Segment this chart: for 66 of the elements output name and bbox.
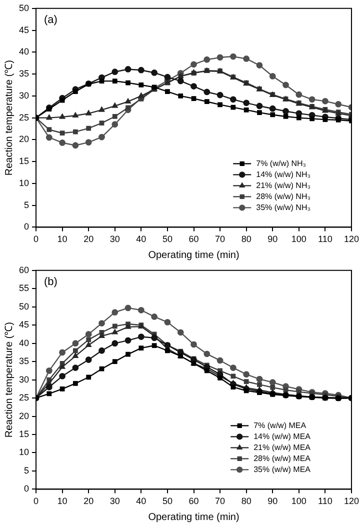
x-tick-label: 70 bbox=[215, 496, 226, 506]
y-tick-label: 15 bbox=[18, 156, 30, 166]
y-tick-label: 55 bbox=[18, 283, 30, 294]
x-tick-label: 80 bbox=[241, 496, 252, 506]
legend-label: 21% (w/w) MEA bbox=[254, 442, 312, 452]
legend-label: 7% (w/w) MEA bbox=[254, 420, 307, 430]
x-tick-label: 20 bbox=[84, 234, 94, 244]
y-tick-label: 10 bbox=[18, 178, 30, 188]
y-tick-label: 40 bbox=[18, 338, 30, 348]
y-tick-label: 0 bbox=[24, 484, 30, 494]
legend-label: 14% (w/w) NH₃ bbox=[256, 170, 310, 179]
y-tick-label: 20 bbox=[18, 410, 30, 421]
x-tick-label: 0 bbox=[34, 496, 39, 506]
y-tick-label: 0 bbox=[24, 222, 30, 232]
legend-label: 14% (w/w) MEA bbox=[254, 432, 312, 441]
x-tick-label: 40 bbox=[136, 234, 146, 244]
x-tick-label: 100 bbox=[291, 234, 306, 244]
y-tick-label: 5 bbox=[24, 465, 30, 476]
y-tick-label: 30 bbox=[18, 374, 30, 384]
x-tick-label: 40 bbox=[136, 496, 146, 506]
legend-label: 28% (w/w) NH₃ bbox=[256, 192, 310, 201]
annotation: (a) bbox=[44, 14, 58, 26]
y-tick-label: 5 bbox=[24, 200, 30, 210]
x-tick-label: 60 bbox=[188, 234, 199, 244]
x-tick-label: 20 bbox=[84, 496, 94, 506]
y-tick-label: 25 bbox=[18, 392, 30, 403]
y-tick-label: 35 bbox=[18, 356, 30, 366]
x-tick-label: 30 bbox=[110, 496, 120, 506]
y-tick-label: 50 bbox=[18, 2, 30, 13]
x-tick-label: 120 bbox=[344, 234, 360, 244]
x-tick-label: 110 bbox=[318, 234, 332, 244]
y-tick-label: 45 bbox=[18, 24, 30, 35]
x-tick-label: 100 bbox=[291, 496, 306, 506]
legend-label: 21% (w/w) NH₃ bbox=[256, 180, 310, 190]
y-tick-label: 50 bbox=[18, 301, 30, 312]
x-tick-label: 50 bbox=[162, 496, 172, 506]
x-tick-label: 10 bbox=[57, 234, 68, 244]
x-tick-label: 30 bbox=[110, 234, 120, 244]
x-tick-label: 120 bbox=[344, 496, 360, 506]
y-tick-label: 35 bbox=[18, 68, 30, 79]
y-axis-title: Reaction temperature (℃) bbox=[4, 60, 15, 176]
legend-label: 7% (w/w) NH₃ bbox=[256, 158, 306, 168]
y-tick-label: 30 bbox=[18, 90, 30, 100]
x-tick-label: 10 bbox=[57, 496, 68, 506]
y-tick-label: 45 bbox=[18, 320, 30, 330]
x-tick-label: 0 bbox=[34, 234, 39, 244]
legend-label: 28% (w/w) MEA bbox=[254, 454, 312, 463]
legend-label: 35% (w/w) MEA bbox=[254, 464, 312, 474]
y-tick-label: 15 bbox=[18, 428, 30, 439]
x-tick-label: 110 bbox=[318, 496, 332, 506]
x-axis-title: Operating time (min) bbox=[148, 250, 240, 261]
y-tick-label: 60 bbox=[18, 264, 30, 275]
annotation: (b) bbox=[44, 276, 58, 288]
x-tick-label: 90 bbox=[268, 234, 278, 244]
x-tick-label: 90 bbox=[268, 496, 278, 506]
x-axis-title: Operating time (min) bbox=[148, 512, 240, 523]
x-tick-label: 70 bbox=[215, 234, 226, 244]
legend-label: 35% (w/w) NH₃ bbox=[256, 202, 310, 212]
x-tick-label: 50 bbox=[162, 234, 172, 244]
y-tick-label: 25 bbox=[18, 112, 30, 122]
y-tick-label: 40 bbox=[18, 46, 30, 57]
x-tick-label: 60 bbox=[188, 496, 199, 506]
y-tick-label: 20 bbox=[18, 134, 30, 144]
y-axis-title: Reaction temperature (℃) bbox=[4, 322, 15, 438]
x-tick-label: 80 bbox=[241, 234, 252, 244]
y-tick-label: 10 bbox=[18, 447, 30, 458]
